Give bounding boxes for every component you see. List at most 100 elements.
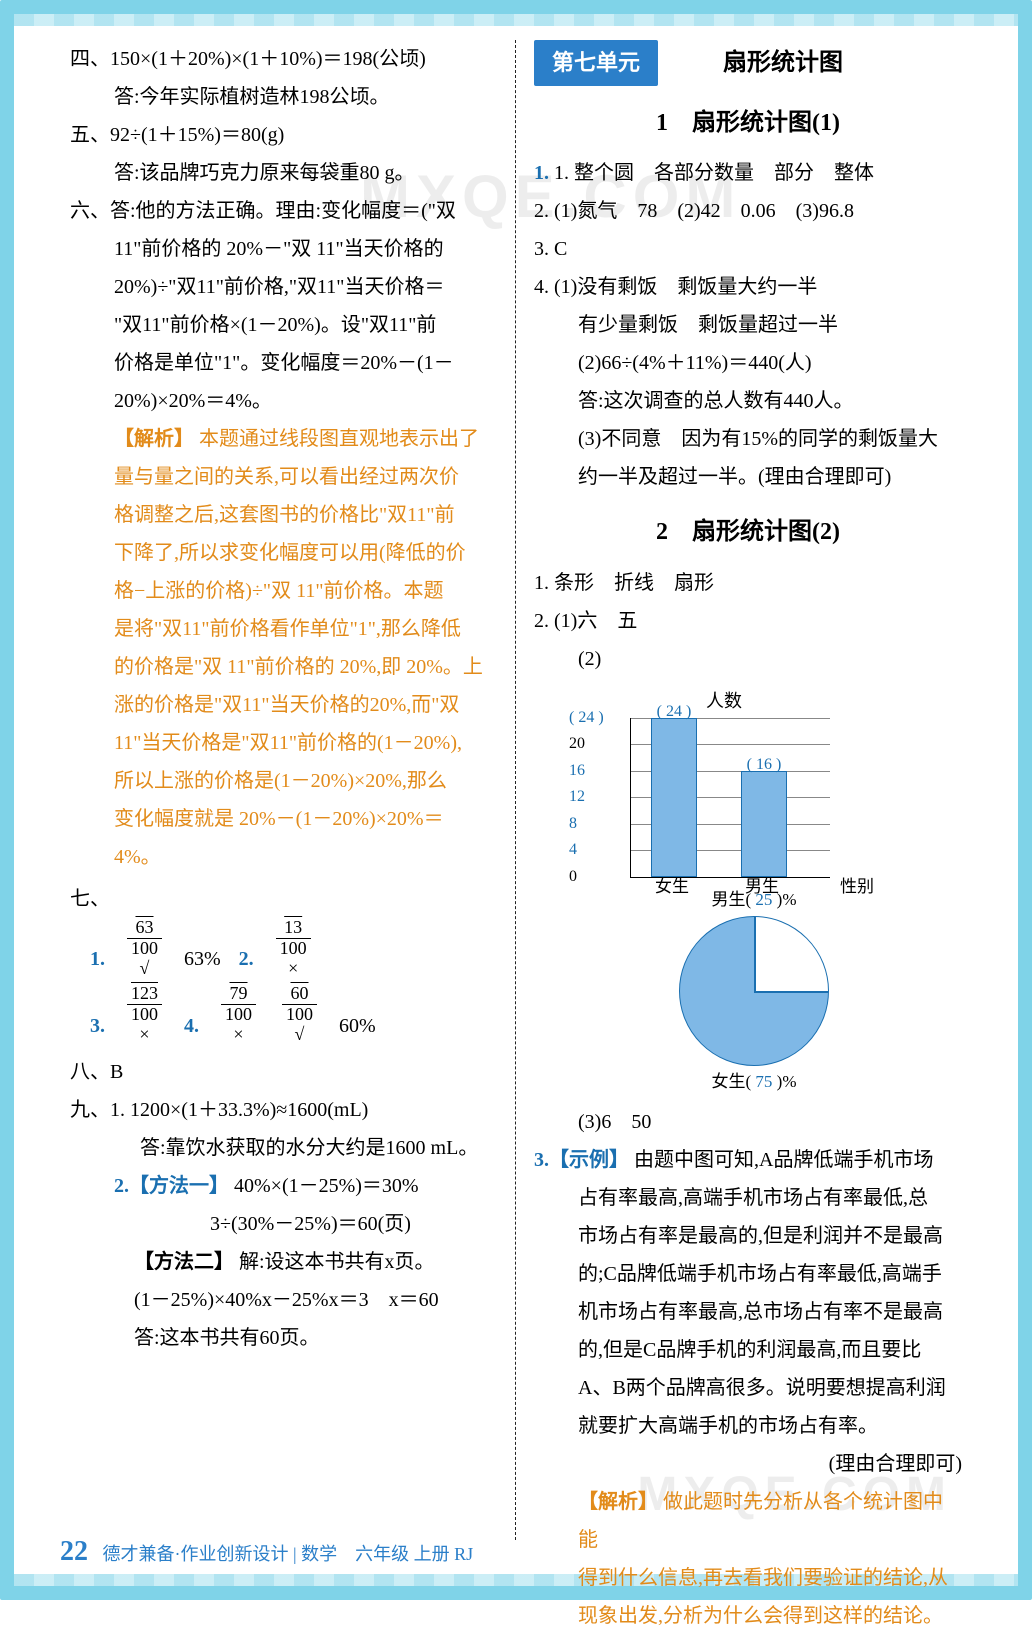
text: 市场占有率是最高的,但是利润并不是最高 (534, 1217, 962, 1255)
analysis-label: 【解析】 (114, 428, 194, 450)
mark: × (276, 959, 311, 979)
content: 四、150×(1＋20%)×(1＋10%)＝198(公顷) 答:今年实际植树造林… (60, 40, 972, 1540)
text: 六、答:他的方法正确。理由:变化幅度＝("双 (70, 192, 497, 230)
bar-male: ( 16 ) (741, 771, 787, 877)
text: 价格是单位"1"。变化幅度＝20%－(1－ (70, 344, 497, 382)
pie-label-bottom: 女生( 75 )% (604, 1066, 904, 1098)
fraction: 60 100 √ (282, 984, 317, 1044)
text: "双11"前价格×(1－20%)。设"双11"前 (70, 306, 497, 344)
pie-chart: 男生( 25 )% 女生( 75 )% (604, 884, 904, 1099)
mark: × (221, 1025, 256, 1045)
text: (1－25%)×40%x－25%x＝3 x＝60 (70, 1281, 497, 1319)
analysis: 【解析】 本题通过线段图直观地表示出了 (70, 420, 497, 458)
mark: √ (127, 959, 162, 979)
text: 本题通过线段图直观地表示出了 (199, 428, 479, 450)
numerator: 63 (127, 918, 162, 939)
denominator: 100 (221, 1005, 256, 1025)
extra: 63% (184, 940, 221, 978)
text: 有少量剩饭 剩饭量超过一半 (534, 306, 962, 344)
pie (679, 916, 829, 1066)
bar-chart-ylabel: 人数 (574, 684, 874, 718)
page-footer: 22 德才兼备·作业创新设计 | 数学 六年级 上册 RJ (60, 1525, 473, 1578)
text: 答:该品牌巧克力原来每袋重80 g。 (70, 154, 497, 192)
text: A、B两个品牌高很多。说明要想提高利润 (534, 1369, 962, 1407)
analysis-label: 【解析】 (578, 1491, 658, 1513)
bar-chart-area: ( 24 ) 20 16 12 8 4 0 ( 24 ) ( 16 ) 女生 男… (630, 718, 830, 878)
text: 答:靠饮水获取的水分大约是1600 mL。 (70, 1129, 497, 1167)
text: 涨的价格是"双11"当天价格的20%,而"双 (70, 686, 497, 724)
bar-value: ( 24 ) (652, 697, 696, 727)
text: 的,但是C品牌手机的利润最高,而且要比 (534, 1331, 962, 1369)
fraction: 123 100 × (127, 984, 162, 1044)
text: 现象出发,分析为什么会得到这样的结论。 (534, 1597, 962, 1635)
text: (理由合理即可) (534, 1445, 962, 1483)
section-title: 1 扇形统计图(1) (534, 101, 962, 147)
item-num: 2.【方法一】 (114, 1175, 229, 1197)
analysis: 【解析】 做此题时先分析从各个统计图中能 (534, 1483, 962, 1559)
text: 约一半及超过一半。(理由合理即可) (534, 458, 962, 496)
text: 4. (1)没有剩饭 剩饭量大约一半 (534, 268, 962, 306)
text: (2) (534, 640, 962, 678)
denominator: 100 (127, 939, 162, 959)
fraction: 79 100 × (221, 984, 256, 1044)
text: 11"前价格的 20%－"双 11"当天价格的 (70, 230, 497, 268)
text: 得到什么信息,再去看我们要验证的结论,从 (534, 1559, 962, 1597)
text: 格−上涨的价格)÷"双 11"前价格。本题 (70, 572, 497, 610)
text: 2. (1)氮气 78 (2)42 0.06 (3)96.8 (534, 192, 962, 230)
text: 是将"双11"前价格看作单位"1",那么降低 (70, 610, 497, 648)
right-column: 第七单元 扇形统计图 1 扇形统计图(1) 1. 1. 整个圆 各部分数量 部分… (516, 40, 972, 1540)
numerator: 123 (127, 984, 162, 1005)
text: 11"当天价格是"双11"前价格的(1－20%), (70, 724, 497, 762)
text: 3÷(30%－25%)＝60(页) (70, 1205, 497, 1243)
denominator: 100 (282, 1005, 317, 1025)
wave-top (14, 14, 1018, 26)
text: 40%×(1－25%)＝30% (234, 1175, 419, 1197)
method-label: 【方法二】 (134, 1251, 234, 1273)
text: 变化幅度就是 20%－(1－20%)×20%＝ (70, 800, 497, 838)
text: (3)不同意 因为有15%的同学的剩饭量大 (534, 420, 962, 458)
text: 解:设这本书共有x页。 (239, 1251, 435, 1273)
q7: 七、 1. 63 100 √ 63% 2. 13 100 × 3. (70, 880, 497, 1045)
ytick: 0 (569, 862, 577, 892)
qnum: 1. (534, 162, 549, 184)
text: 2. (1)六 五 (534, 602, 962, 640)
text: 答:今年实际植树造林198公顷。 (70, 78, 497, 116)
text: 四、150×(1＋20%)×(1＋10%)＝198(公顷) (70, 40, 497, 78)
qnum: 3.【示例】 (534, 1149, 629, 1171)
unit-header: 第七单元 扇形统计图 (534, 40, 962, 87)
bar-female: ( 24 ) (651, 718, 697, 877)
item-num: 3. (90, 1007, 105, 1045)
numerator: 60 (282, 984, 317, 1005)
section-title: 2 扇形统计图(2) (534, 510, 962, 556)
text: (3)6 50 (534, 1103, 962, 1141)
item-num: 4. (184, 1007, 199, 1045)
text: 就要扩大高端手机的市场占有率。 (534, 1407, 962, 1445)
bar-value: ( 16 ) (742, 750, 786, 780)
text: 九、1. 1200×(1＋33.3%)≈1600(mL) (70, 1099, 368, 1121)
text: 3. C (534, 230, 962, 268)
text: 1. 整个圆 各部分数量 部分 整体 (554, 162, 874, 184)
text: 九、1. 1200×(1＋33.3%)≈1600(mL) (70, 1091, 497, 1129)
text: 答:这本书共有60页。 (70, 1319, 497, 1357)
text: 答:这次调查的总人数有440人。 (534, 382, 962, 420)
unit-title: 扇形统计图 (723, 41, 843, 87)
fraction: 63 100 √ (127, 918, 162, 978)
axis-end: 性别 (840, 871, 874, 903)
denominator: 100 (127, 1005, 162, 1025)
text: 八、B (70, 1053, 497, 1091)
text: 1. 条形 折线 扇形 (534, 564, 962, 602)
text: 占有率最高,高端手机市场占有率最低,总 (534, 1179, 962, 1217)
text: 机市场占有率最高,总市场占有率不是最高 (534, 1293, 962, 1331)
fraction-row-1: 1. 63 100 √ 63% 2. 13 100 × (90, 918, 497, 978)
left-column: 四、150×(1＋20%)×(1＋10%)＝198(公顷) 答:今年实际植树造林… (60, 40, 516, 1540)
text: 3.【示例】 由题中图可知,A品牌低端手机市场 (534, 1141, 962, 1179)
numerator: 13 (276, 918, 311, 939)
xlabel: 女生 (647, 871, 697, 903)
text: 所以上涨的价格是(1－20%)×20%,那么 (70, 762, 497, 800)
text: 20%)÷"双11"前价格,"双11"当天价格＝ (70, 268, 497, 306)
text: 格调整之后,这套图书的价格比"双11"前 (70, 496, 497, 534)
extra: 60% (339, 1007, 376, 1045)
text: 由题中图可知,A品牌低端手机市场 (634, 1149, 933, 1171)
mark: √ (282, 1025, 317, 1045)
bar-chart: 人数 ( 24 ) 20 16 12 8 4 0 ( 24 ) ( 1 (574, 684, 874, 878)
